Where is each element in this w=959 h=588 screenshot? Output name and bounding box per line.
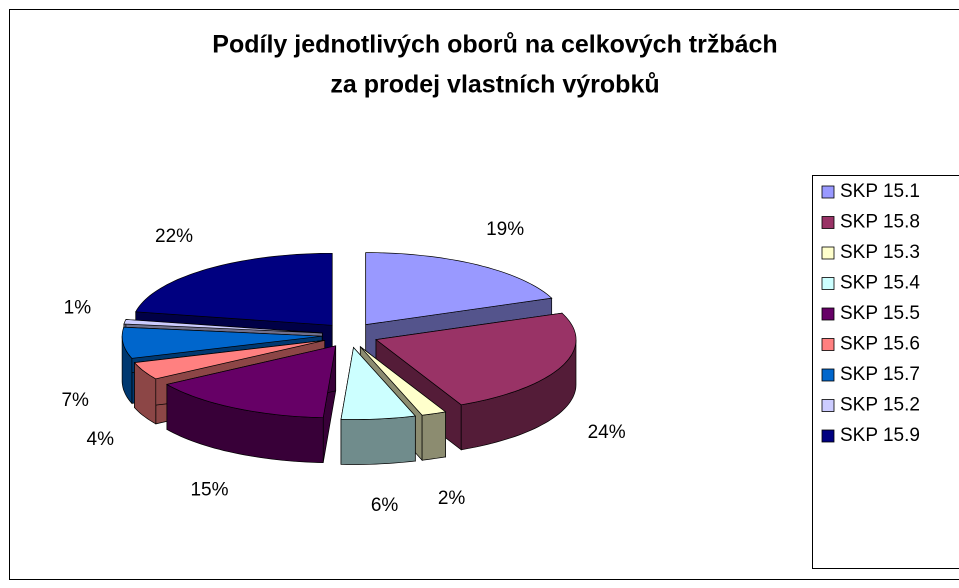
pie-slice xyxy=(360,346,447,416)
data-label: 15% xyxy=(190,480,228,501)
legend-swatch xyxy=(821,307,835,321)
legend-swatch xyxy=(821,429,835,443)
data-label: 1% xyxy=(64,298,92,319)
legend-swatch xyxy=(821,277,835,290)
pie-slice xyxy=(375,312,577,406)
slice-wall xyxy=(421,411,446,461)
legend-swatch xyxy=(821,338,835,351)
legend-label: SKP 15.5 xyxy=(840,303,920,324)
legend-label: SKP 15.9 xyxy=(840,425,920,446)
data-label: 24% xyxy=(588,422,626,443)
pie-slice xyxy=(123,319,323,334)
pie-slice xyxy=(133,340,325,380)
legend-swatch xyxy=(821,399,835,412)
data-label: 4% xyxy=(87,429,115,450)
legend-label: SKP 15.8 xyxy=(840,212,920,233)
legend-label: SKP 15.3 xyxy=(840,242,920,263)
data-label: 6% xyxy=(371,495,399,516)
pie-slice xyxy=(165,345,337,419)
pie-slice xyxy=(365,252,553,326)
legend xyxy=(812,175,959,569)
pie-slice xyxy=(340,346,417,420)
data-label: 2% xyxy=(438,488,466,509)
data-label: 7% xyxy=(61,390,89,411)
legend-swatch xyxy=(821,246,835,260)
chart-title: za prodej vlastních výrobků xyxy=(330,71,659,99)
slice-wall xyxy=(340,415,416,465)
legend-label: SKP 15.2 xyxy=(840,395,920,416)
chart-title: Podíly jednotlivých oborů na celkových t… xyxy=(212,31,777,59)
data-label: 19% xyxy=(486,219,524,240)
pie-slice xyxy=(135,252,333,326)
data-label: 22% xyxy=(155,226,193,247)
legend-label: SKP 15.7 xyxy=(840,364,920,385)
legend-swatch xyxy=(821,368,835,382)
legend-label: SKP 15.4 xyxy=(840,273,920,294)
legend-label: SKP 15.6 xyxy=(840,334,920,355)
legend-swatch xyxy=(821,216,835,229)
legend-label: SKP 15.1 xyxy=(840,181,920,202)
legend-swatch xyxy=(821,185,835,199)
pie-slice xyxy=(121,326,323,359)
